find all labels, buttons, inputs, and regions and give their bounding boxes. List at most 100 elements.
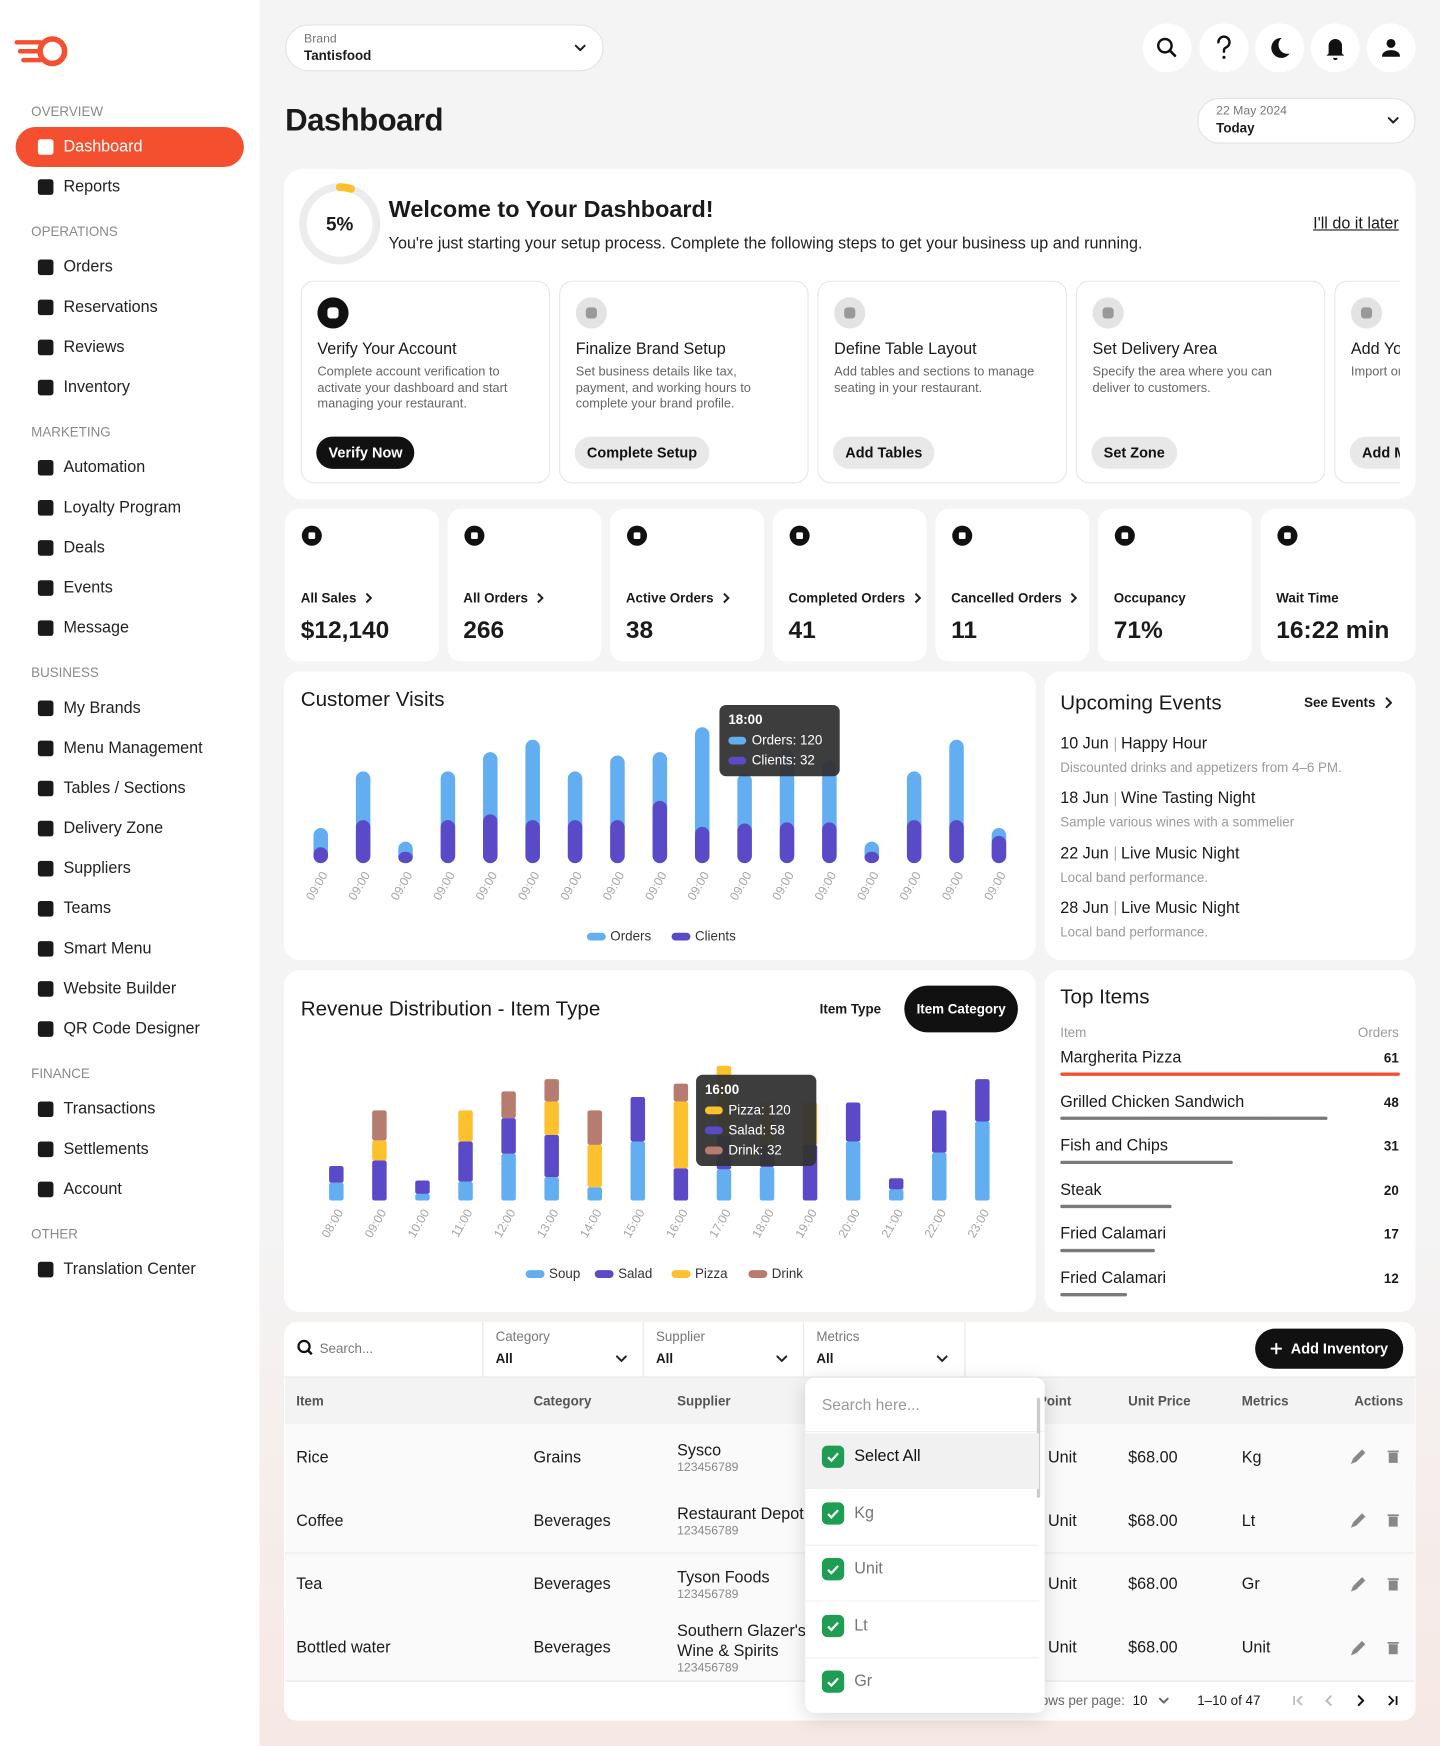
events-link[interactable]: See Events <box>1304 694 1376 711</box>
header-icon-button[interactable] <box>1366 23 1416 73</box>
event-name: Wine Tasting Night <box>1120 789 1256 808</box>
cell-supplier: Tyson Foods 123456789 <box>677 1568 813 1601</box>
nav-item[interactable]: Automation <box>63 458 146 477</box>
nav-item[interactable]: Reservations <box>63 298 158 317</box>
stat-value: 11 <box>951 615 978 644</box>
event-text: Local band performance. <box>1060 924 1209 940</box>
toggle-button[interactable]: Item Category <box>904 985 1018 1033</box>
filter-label: Supplier <box>655 1328 706 1345</box>
brand-label: Brand <box>304 32 337 46</box>
stat-icon <box>952 525 973 546</box>
nav-item[interactable]: Suppliers <box>63 859 131 878</box>
step-icon <box>575 297 607 329</box>
nav-item[interactable]: Dashboard <box>63 138 143 156</box>
chevron-icon <box>365 592 373 604</box>
event-heading: 22 Jun Live Music Night <box>1060 845 1239 863</box>
nav-item[interactable]: Menu Management <box>63 739 203 758</box>
nav-item[interactable]: Message <box>63 619 130 638</box>
dropdown-divider <box>805 1431 1045 1433</box>
stat-label-row[interactable]: Completed Orders <box>788 590 922 606</box>
progress-label: 5% <box>325 213 354 235</box>
dropdown-option[interactable]: Gr <box>805 1658 1039 1713</box>
column-header: Item <box>1060 1024 1087 1041</box>
nav-item[interactable]: Loyalty Program <box>63 498 182 517</box>
dropdown-option[interactable]: Select All <box>805 1433 1040 1490</box>
checkbox[interactable] <box>821 1614 845 1637</box>
header-icon-button[interactable] <box>1142 23 1192 73</box>
stat-label-row[interactable]: All Orders <box>463 590 545 606</box>
stat-icon-glyph <box>471 532 478 540</box>
stat-label-row[interactable]: Active Orders <box>626 590 731 606</box>
step-icon-glyph <box>1360 307 1373 319</box>
step-button[interactable]: Add Menu <box>1349 436 1400 469</box>
supplier-name: Southern Glazer's Wine & Spirits <box>677 1623 806 1661</box>
event-date: 10 Jun <box>1060 735 1109 753</box>
step-button[interactable]: Verify Now <box>316 436 415 469</box>
step-button[interactable]: Complete Setup <box>574 436 710 469</box>
search-input[interactable]: Search... <box>319 1340 374 1357</box>
nav-item[interactable]: QR Code Designer <box>63 1020 200 1038</box>
chart-title: Revenue Distribution - Item Type <box>300 996 601 1021</box>
header-icon-button[interactable] <box>1310 23 1360 73</box>
supplier-id: 123456789 <box>677 1460 739 1474</box>
toggle-button[interactable]: Item Type <box>819 1001 882 1017</box>
nav-item[interactable]: Events <box>63 579 113 597</box>
revenue-card <box>283 970 1036 1312</box>
filter-select[interactable] <box>482 1321 643 1377</box>
chevron-icon <box>914 592 921 604</box>
step-text: Specify the area where you can deliver t… <box>1092 365 1272 395</box>
dropdown-option[interactable]: Lt <box>805 1602 1040 1658</box>
nav-item[interactable]: My Brands <box>63 699 141 718</box>
nav-item[interactable]: Translation Center <box>63 1260 196 1279</box>
header-icon-button[interactable] <box>1255 23 1305 73</box>
date-select[interactable] <box>1197 98 1416 144</box>
nav-item[interactable]: Orders <box>63 258 113 277</box>
checkbox[interactable] <box>821 1445 845 1468</box>
cell-category: Beverages <box>533 1639 611 1658</box>
nav-item[interactable]: Reports <box>63 178 121 197</box>
cell-unit: Unit <box>1047 1448 1077 1467</box>
nav-item[interactable]: Inventory <box>63 378 130 397</box>
stat-icon <box>789 525 810 546</box>
step-button[interactable]: Set Zone <box>1091 436 1178 469</box>
nav-item[interactable]: Tables / Sections <box>63 779 186 798</box>
header-icon-button[interactable] <box>1199 23 1249 73</box>
top-item-orders: 17 <box>1383 1226 1399 1243</box>
chevron-icon <box>1071 592 1078 604</box>
nav-item[interactable]: Account <box>63 1180 122 1199</box>
dropdown-search[interactable]: Search here... <box>821 1395 920 1414</box>
nav-section-title: FINANCE <box>31 1065 90 1082</box>
stat-card: All Sales $12,140 <box>285 508 439 662</box>
chevron-icon <box>1071 592 1078 604</box>
step-button[interactable]: Add Tables <box>833 436 935 469</box>
option-label: Unit <box>854 1560 883 1579</box>
cell-category: Beverages <box>533 1575 611 1594</box>
dropdown-option[interactable]: Unit <box>805 1546 1040 1602</box>
nav-item[interactable]: Settlements <box>63 1140 149 1159</box>
nav-item[interactable]: Teams <box>63 899 112 918</box>
nav-item[interactable]: Deals <box>63 539 105 557</box>
brand-select[interactable] <box>285 24 604 72</box>
top-items-card <box>1044 970 1416 1312</box>
supplier-name: Tyson Foods <box>677 1569 770 1588</box>
skip-link[interactable]: I'll do it later <box>1313 214 1399 233</box>
filter-select[interactable] <box>642 1321 804 1377</box>
stat-label-row[interactable]: Cancelled Orders <box>951 590 1079 606</box>
nav-item[interactable]: Smart Menu <box>63 939 152 958</box>
stat-label-row[interactable]: All Sales <box>301 590 375 606</box>
step-title: Set Delivery Area <box>1092 340 1218 359</box>
checkbox[interactable] <box>821 1501 845 1525</box>
nav-item[interactable]: Transactions <box>63 1100 156 1119</box>
nav-active-bg[interactable] <box>15 126 244 168</box>
nav-item[interactable]: Delivery Zone <box>63 819 164 838</box>
dropdown-option[interactable]: Kg <box>805 1490 1040 1546</box>
nav-item[interactable]: Website Builder <box>63 980 177 998</box>
cell-metrics: Lt <box>1241 1512 1256 1530</box>
rows-per-page-value[interactable]: 10 <box>1132 1692 1148 1709</box>
stat-card: All Orders 266 <box>447 508 602 662</box>
filter-select[interactable] <box>802 1321 966 1377</box>
cell-unit: Unit <box>1047 1512 1077 1530</box>
checkbox[interactable] <box>821 1670 845 1693</box>
checkbox[interactable] <box>821 1558 845 1581</box>
nav-item[interactable]: Reviews <box>63 338 125 357</box>
